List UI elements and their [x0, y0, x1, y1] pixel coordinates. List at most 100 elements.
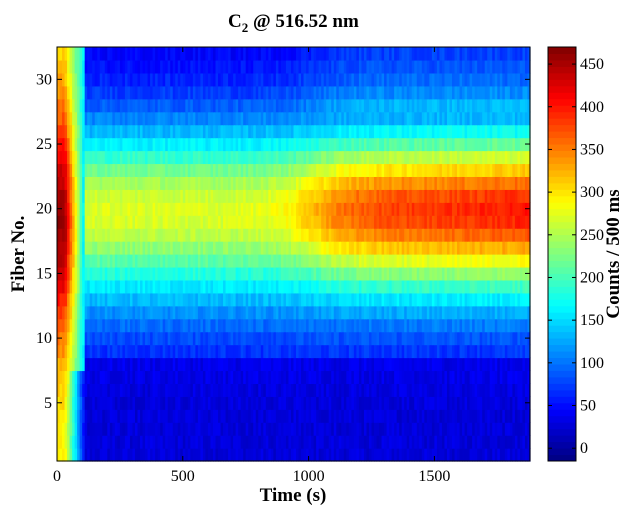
heatmap-cell: [492, 137, 496, 152]
heatmap-cell: [268, 292, 272, 307]
heatmap-cell: [290, 254, 295, 268]
heatmap-cell: [316, 409, 320, 423]
heatmap-cell: [318, 383, 322, 397]
heatmap-cell: [122, 189, 126, 203]
heatmap-cell: [457, 150, 461, 165]
heatmap-cell: [94, 150, 98, 165]
heatmap-cell: [524, 435, 529, 449]
heatmap-cell: [444, 228, 448, 242]
heatmap-cell: [99, 137, 103, 152]
heatmap-cell: [69, 228, 73, 242]
heatmap-cell: [147, 228, 151, 242]
heatmap-cell: [142, 357, 146, 372]
heatmap-cell: [268, 422, 272, 436]
heatmap-cell: [190, 241, 194, 255]
heatmap-cell: [285, 344, 290, 359]
heatmap-cell: [225, 150, 229, 165]
heatmap-cell: [62, 279, 66, 294]
heatmap-cell: [265, 111, 269, 126]
heatmap-cell: [399, 409, 403, 423]
heatmap-cell: [434, 357, 438, 372]
heatmap-cell: [104, 124, 108, 139]
heatmap-cell: [507, 370, 511, 384]
heatmap-cell: [519, 370, 524, 384]
heatmap-cell: [414, 357, 418, 372]
heatmap-cell: [321, 137, 325, 152]
heatmap-cell: [212, 176, 217, 190]
heatmap-cell: [512, 137, 516, 152]
heatmap-cell: [195, 279, 199, 294]
heatmap-cell: [112, 215, 116, 229]
heatmap-cell: [502, 202, 506, 216]
heatmap-cell: [137, 202, 141, 216]
heatmap-cell: [459, 176, 463, 190]
heatmap-cell: [374, 215, 378, 229]
heatmap-cell: [155, 279, 159, 294]
heatmap-cell: [296, 422, 300, 436]
heatmap-cell: [64, 150, 68, 165]
heatmap-cell: [527, 254, 531, 268]
heatmap-cell: [484, 228, 488, 242]
heatmap-cell: [467, 150, 471, 165]
heatmap-cell: [150, 124, 154, 139]
heatmap-cell: [265, 124, 269, 139]
heatmap-cell: [250, 163, 254, 177]
heatmap-cell: [290, 422, 295, 436]
heatmap-cell: [152, 292, 156, 307]
heatmap-cell: [333, 241, 337, 255]
heatmap-cell: [114, 266, 118, 281]
heatmap-cell: [94, 357, 98, 372]
heatmap-cell: [318, 215, 322, 229]
heatmap-cell: [348, 292, 352, 307]
heatmap-cell: [142, 435, 146, 449]
heatmap-cell: [313, 137, 317, 152]
heatmap-cell: [218, 254, 222, 268]
heatmap-cell: [399, 124, 403, 139]
heatmap-cell: [414, 435, 418, 449]
heatmap-cell: [351, 435, 355, 449]
heatmap-cell: [59, 409, 63, 423]
heatmap-cell: [374, 266, 378, 281]
heatmap-cell: [192, 435, 196, 449]
heatmap-cell: [416, 279, 420, 294]
heatmap-cell: [137, 357, 141, 372]
heatmap-cell: [469, 344, 473, 359]
heatmap-cell: [134, 331, 139, 346]
heatmap-cell: [273, 202, 277, 216]
heatmap-cell: [514, 435, 519, 449]
heatmap-cell: [129, 448, 134, 462]
heatmap-cell: [371, 150, 375, 165]
heatmap-cell: [499, 331, 503, 346]
heatmap-cell: [477, 215, 481, 229]
heatmap-cell: [366, 318, 370, 333]
heatmap-cell: [59, 279, 63, 294]
heatmap-cell: [74, 396, 78, 410]
heatmap-cell: [336, 409, 340, 423]
heatmap-cell: [57, 111, 61, 126]
heatmap-cell: [92, 318, 96, 333]
heatmap-cell: [182, 357, 186, 372]
heatmap-cell: [469, 318, 473, 333]
heatmap-cell: [107, 409, 111, 423]
heatmap-cell: [474, 279, 478, 294]
heatmap-cell: [487, 254, 491, 268]
heatmap-cell: [278, 176, 282, 190]
heatmap-cell: [484, 344, 488, 359]
heatmap-cell: [343, 241, 347, 255]
heatmap-cell: [492, 202, 496, 216]
heatmap-cell: [235, 189, 239, 203]
heatmap-cell: [129, 357, 134, 372]
heatmap-cell: [152, 137, 156, 152]
heatmap-cell: [160, 254, 164, 268]
heatmap-cell: [132, 318, 136, 333]
heatmap-cell: [273, 318, 277, 333]
heatmap-cell: [479, 266, 483, 281]
heatmap-cell: [449, 331, 453, 346]
heatmap-cell: [411, 124, 415, 139]
heatmap-cell: [177, 292, 181, 307]
heatmap-cell: [363, 254, 368, 268]
heatmap-cell: [142, 370, 146, 384]
heatmap-cell: [353, 279, 357, 294]
heatmap-cell: [260, 396, 264, 410]
heatmap-cell: [202, 176, 207, 190]
